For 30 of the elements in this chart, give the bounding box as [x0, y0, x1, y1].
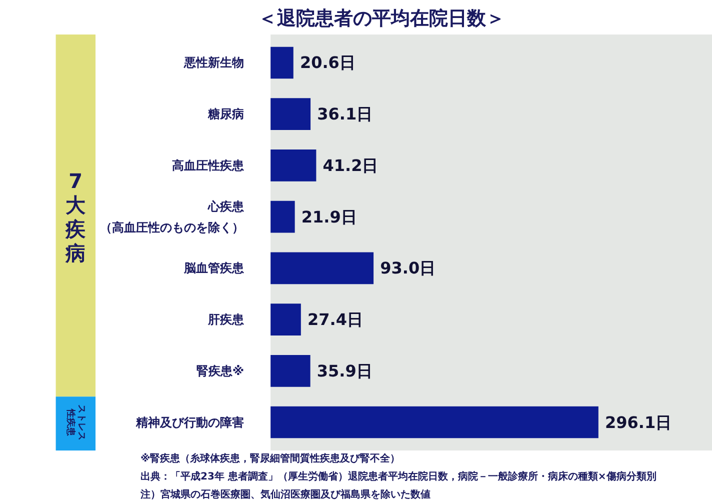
- data-label: 21.9日: [301, 207, 357, 226]
- bar: [270, 252, 374, 284]
- data-label: 93.0日: [380, 258, 436, 278]
- data-label: 20.6日: [300, 53, 356, 72]
- y-tick-label: 心疾患（高血圧性のものを除く）: [100, 199, 246, 234]
- bar: [270, 354, 310, 387]
- y-tick-label: 脳血管疾患: [183, 261, 246, 276]
- bar: [270, 200, 295, 233]
- bar: [270, 304, 301, 336]
- bar: [270, 46, 294, 79]
- data-label: 296.1日: [604, 412, 672, 432]
- y-tick-label: 肝疾患: [207, 312, 246, 327]
- text: 7大疾病: [64, 168, 87, 265]
- text: 注）宮城県の石巻医療圏、気仙沼医療圏及び福島県を除いた数値: [140, 488, 430, 500]
- data-label: 36.1日: [317, 104, 373, 124]
- data-label: 27.4日: [307, 310, 363, 330]
- bar: [270, 150, 316, 182]
- y-tick-label: 悪性新生物: [183, 56, 244, 70]
- data-label: 41.2日: [322, 156, 378, 175]
- text: ※腎疾患（糸球体疾患，腎尿細管間質性疾患及び腎不全）: [140, 452, 400, 464]
- data-label: 35.9日: [316, 361, 372, 380]
- y-tick-label: 糖尿病: [207, 107, 244, 122]
- y-tick-label: 腎疾患※: [196, 364, 244, 378]
- y-tick-label: 精神及び行動の障害: [135, 415, 244, 430]
- text: ストレス性疾患: [65, 404, 86, 440]
- bar: [270, 98, 311, 130]
- bar: [270, 406, 598, 438]
- chart-title: ＜退院患者の平均在院日数＞: [258, 8, 505, 30]
- source-note: 出典：「平成23年 患者調査」（厚生労働省）退院患者平均在院日数，病院－一般診療所・病床の種類×傷病分類別: [140, 470, 656, 482]
- y-tick-label: 高血圧性疾患: [172, 158, 246, 172]
